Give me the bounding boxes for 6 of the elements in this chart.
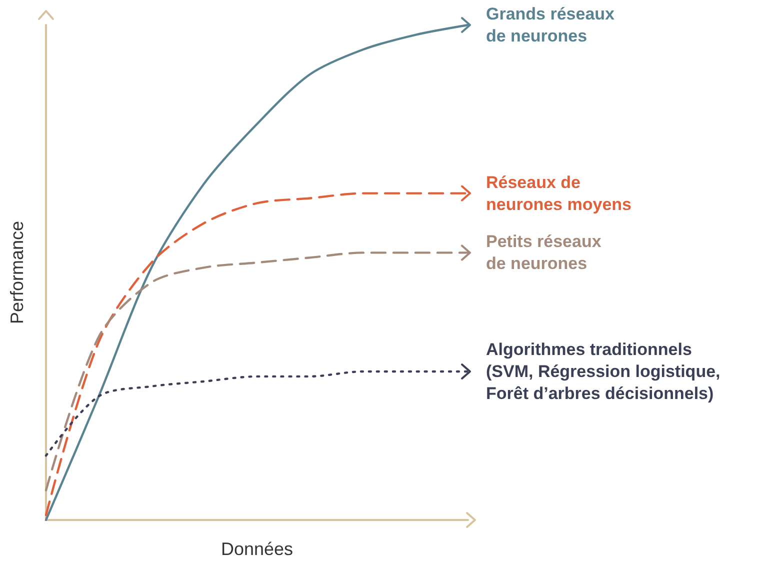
x-axis-title: Données [220,539,294,559]
y-axis-title: Performance [7,220,27,324]
series-label: Petits réseaux de neurones [486,232,602,274]
series-label: Algorithmes traditionnels (SVM, Régression logistique, Forêt d’arbres décisionnels) [486,340,720,403]
series-label: Réseaux de neurones moyens [486,172,632,214]
series-label: Grands réseaux de neurones [486,4,616,46]
